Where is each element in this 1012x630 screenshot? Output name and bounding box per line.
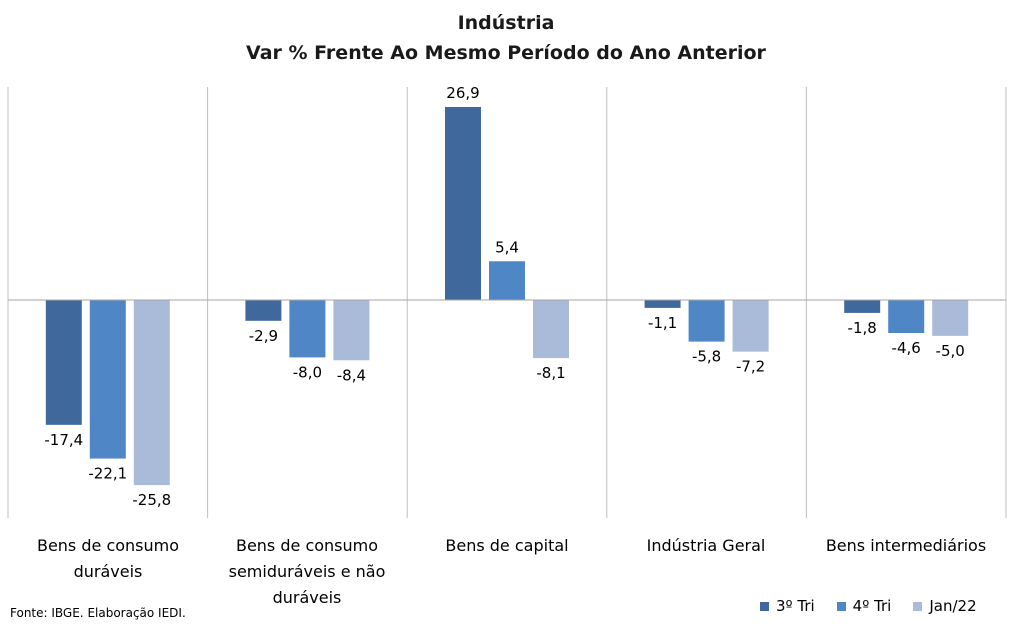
data-label: -5,8	[692, 348, 721, 366]
legend-item: Jan/22	[913, 597, 977, 615]
legend-label: 3º Tri	[776, 597, 815, 615]
data-label: -22,1	[88, 465, 127, 483]
bar	[732, 300, 769, 352]
chart-title: Indústria	[457, 12, 555, 34]
bar	[245, 300, 282, 321]
category-label: Bens intermediários	[825, 536, 987, 555]
data-label: 26,9	[446, 84, 479, 102]
data-label: -1,1	[648, 314, 677, 332]
bar	[688, 300, 725, 342]
bar	[289, 300, 326, 358]
bar	[89, 300, 126, 459]
data-label: -7,2	[736, 358, 765, 376]
data-label: -8,1	[536, 364, 565, 382]
category-label: Bens de consumo duráveis	[36, 536, 180, 581]
bar	[533, 300, 569, 359]
bar	[333, 300, 370, 361]
bar	[844, 300, 881, 313]
data-label: -2,9	[249, 327, 278, 345]
legend-item: 3º Tri	[760, 597, 815, 615]
category-label: Bens de consumo semiduráveis e não duráv…	[228, 536, 386, 607]
data-label: -8,4	[337, 366, 366, 384]
data-label: -17,4	[44, 431, 83, 449]
bar	[489, 261, 525, 300]
data-label: -5,0	[936, 342, 965, 360]
legend-item: 4º Tri	[836, 597, 892, 615]
bar	[133, 300, 170, 486]
legend-swatch	[760, 601, 769, 611]
legend: 3º Tri 4º Tri Jan/22	[760, 597, 977, 615]
bar	[644, 300, 681, 308]
bar	[888, 300, 925, 334]
bar	[932, 300, 969, 336]
legend-label: Jan/22	[929, 597, 977, 615]
data-label: -25,8	[132, 491, 171, 509]
legend-swatch	[836, 601, 846, 611]
data-label: -8,0	[293, 363, 322, 381]
source-note: Fonte: IBGE. Elaboração IEDI.	[10, 606, 186, 620]
bar	[45, 300, 82, 425]
data-label: -1,8	[848, 319, 877, 337]
category-label: Indústria Geral	[646, 536, 766, 555]
chart-subtitle: Var % Frente Ao Mesmo Período do Ano Ant…	[246, 42, 766, 64]
category-label: Bens de capital	[445, 536, 569, 555]
legend-swatch	[913, 601, 923, 611]
data-label: 5,4	[495, 238, 519, 256]
legend-label: 4º Tri	[852, 597, 892, 615]
bar	[445, 107, 481, 300]
data-label: -4,6	[892, 339, 921, 357]
